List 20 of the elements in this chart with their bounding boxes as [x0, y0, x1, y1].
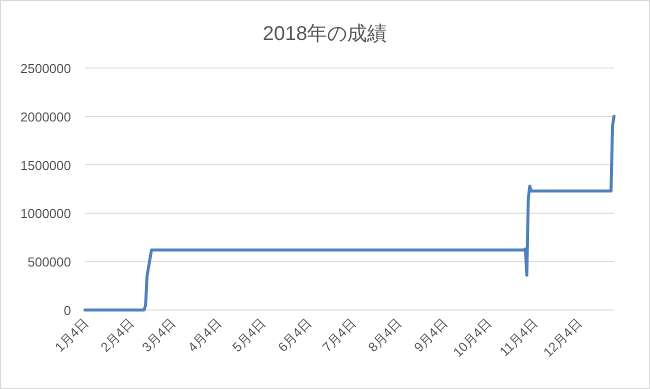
x-tick-label: 7月4日: [319, 316, 359, 355]
y-tick-label: 500000: [28, 254, 71, 270]
x-tick-label: 5月4日: [229, 316, 268, 355]
y-tick-label: 2000000: [20, 109, 71, 124]
y-tick-label: 2500000: [20, 61, 71, 76]
x-tick-label: 1月4日: [52, 316, 92, 355]
x-tick-label: 12月4日: [540, 316, 585, 360]
y-tick-label: 0: [64, 303, 71, 318]
x-tick-label: 6月4日: [275, 316, 314, 355]
x-tick-label: 8月4日: [365, 316, 404, 355]
x-tick-label: 10月4日: [450, 316, 495, 360]
x-tick-label: 3月4日: [139, 316, 178, 355]
chart-title: 2018年の成績: [262, 23, 388, 45]
x-tick-label: 2月4日: [98, 316, 137, 355]
line-series: [84, 114, 616, 312]
x-tick-label: 11月4日: [496, 316, 540, 360]
y-tick-label: 1000000: [20, 206, 71, 222]
x-tick-label: 4月4日: [184, 316, 224, 355]
y-tick-label: 1500000: [20, 158, 71, 173]
x-tick-label: 9月4日: [410, 316, 450, 355]
